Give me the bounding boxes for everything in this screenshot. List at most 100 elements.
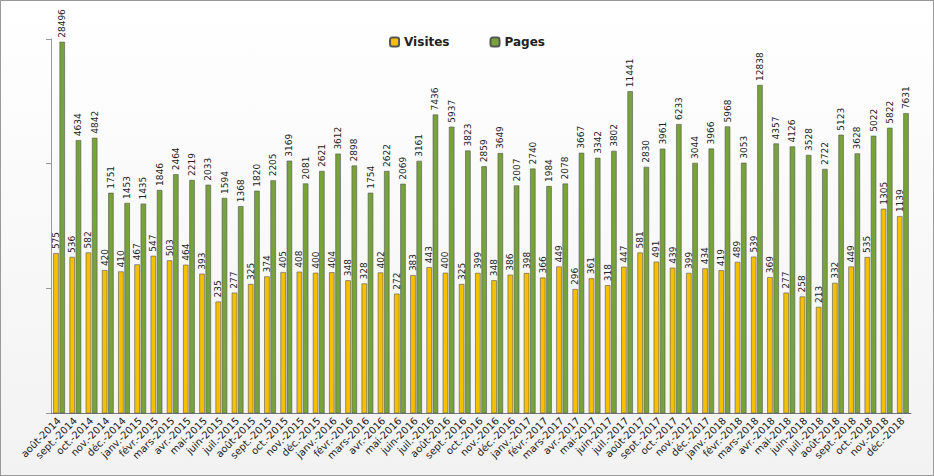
svg-text:3044: 3044 [690, 136, 700, 159]
svg-text:3961: 3961 [658, 122, 668, 145]
svg-text:3528: 3528 [804, 128, 814, 151]
svg-text:400: 400 [311, 251, 321, 268]
svg-text:420: 420 [100, 249, 110, 266]
svg-text:5968: 5968 [723, 99, 733, 122]
svg-text:2033: 2033 [203, 158, 213, 181]
svg-text:361: 361 [586, 257, 596, 274]
svg-text:443: 443 [424, 246, 434, 263]
svg-text:258: 258 [797, 275, 807, 292]
svg-text:3169: 3169 [284, 134, 294, 157]
svg-text:2740: 2740 [528, 141, 538, 164]
svg-text:5022: 5022 [869, 109, 879, 132]
svg-text:3966: 3966 [706, 121, 716, 144]
svg-text:6233: 6233 [674, 97, 684, 120]
svg-text:4634: 4634 [73, 113, 83, 136]
svg-text:366: 366 [538, 256, 548, 273]
svg-text:277: 277 [781, 271, 791, 288]
svg-text:539: 539 [749, 235, 759, 252]
svg-text:12838: 12838 [755, 52, 765, 81]
svg-text:464: 464 [181, 243, 191, 260]
svg-text:2205: 2205 [268, 153, 278, 176]
svg-text:332: 332 [830, 262, 840, 279]
svg-text:491: 491 [651, 240, 661, 257]
svg-text:439: 439 [668, 246, 678, 263]
svg-text:400: 400 [440, 251, 450, 268]
svg-text:2081: 2081 [301, 157, 311, 180]
svg-text:1751: 1751 [106, 166, 116, 189]
svg-text:581: 581 [635, 231, 645, 248]
svg-text:1984: 1984 [544, 159, 554, 182]
svg-text:582: 582 [83, 231, 93, 248]
svg-text:4842: 4842 [90, 111, 100, 134]
svg-text:2219: 2219 [187, 153, 197, 176]
svg-text:386: 386 [505, 253, 515, 270]
svg-text:4126: 4126 [787, 119, 797, 142]
svg-text:325: 325 [457, 263, 467, 280]
svg-text:383: 383 [408, 254, 418, 271]
svg-text:2898: 2898 [349, 138, 359, 161]
svg-text:déc.-2018: déc.-2018 [864, 415, 907, 458]
svg-text:5937: 5937 [447, 100, 457, 123]
svg-text:447: 447 [619, 246, 629, 263]
svg-text:2464: 2464 [171, 147, 181, 170]
svg-text:348: 348 [343, 259, 353, 276]
svg-text:318: 318 [603, 264, 613, 281]
svg-text:4357: 4357 [771, 117, 781, 140]
svg-text:503: 503 [165, 239, 175, 256]
svg-text:404: 404 [327, 251, 337, 268]
svg-text:410: 410 [116, 250, 126, 267]
svg-text:348: 348 [489, 259, 499, 276]
svg-text:467: 467 [132, 243, 142, 260]
svg-text:399: 399 [684, 251, 694, 268]
svg-text:399: 399 [473, 251, 483, 268]
svg-text:434: 434 [700, 247, 710, 264]
svg-text:405: 405 [278, 251, 288, 268]
svg-text:402: 402 [376, 251, 386, 268]
svg-text:2830: 2830 [641, 140, 651, 163]
svg-text:296: 296 [570, 268, 580, 285]
svg-text:3802: 3802 [609, 124, 619, 147]
svg-text:536: 536 [67, 235, 77, 252]
svg-text:272: 272 [392, 272, 402, 289]
svg-text:5822: 5822 [885, 101, 895, 124]
svg-text:449: 449 [846, 245, 856, 262]
svg-text:28496: 28496 [57, 9, 67, 38]
svg-text:328: 328 [359, 262, 369, 279]
svg-text:1139: 1139 [895, 189, 905, 212]
svg-text:2622: 2622 [382, 144, 392, 167]
svg-text:408: 408 [294, 250, 304, 267]
svg-text:2007: 2007 [512, 159, 522, 182]
svg-text:3667: 3667 [576, 126, 586, 149]
svg-text:7436: 7436 [430, 87, 440, 110]
svg-text:535: 535 [862, 236, 872, 253]
svg-text:398: 398 [522, 252, 532, 269]
svg-text:277: 277 [229, 271, 239, 288]
svg-text:374: 374 [262, 255, 272, 272]
svg-text:3649: 3649 [495, 126, 505, 149]
svg-text:1305: 1305 [879, 182, 889, 205]
svg-text:575: 575 [51, 232, 61, 249]
svg-text:3161: 3161 [414, 134, 424, 157]
svg-text:1754: 1754 [366, 166, 376, 189]
svg-text:547: 547 [148, 235, 158, 252]
svg-text:3823: 3823 [463, 124, 473, 147]
svg-text:3342: 3342 [593, 131, 603, 154]
svg-text:1435: 1435 [138, 177, 148, 200]
svg-text:369: 369 [765, 256, 775, 273]
svg-text:3053: 3053 [739, 136, 749, 159]
svg-text:1594: 1594 [220, 171, 230, 194]
svg-text:2859: 2859 [479, 139, 489, 162]
svg-text:2621: 2621 [317, 144, 327, 167]
svg-text:2722: 2722 [820, 142, 830, 165]
svg-text:1368: 1368 [236, 179, 246, 202]
svg-text:449: 449 [554, 245, 564, 262]
svg-text:11441: 11441 [625, 59, 635, 88]
svg-text:7631: 7631 [901, 86, 911, 109]
svg-text:489: 489 [732, 240, 742, 257]
svg-text:213: 213 [814, 286, 824, 303]
svg-text:2078: 2078 [560, 156, 570, 179]
svg-text:Visites: Visites [404, 35, 449, 49]
svg-text:1846: 1846 [155, 163, 165, 186]
svg-text:393: 393 [197, 253, 207, 270]
svg-text:419: 419 [716, 249, 726, 266]
